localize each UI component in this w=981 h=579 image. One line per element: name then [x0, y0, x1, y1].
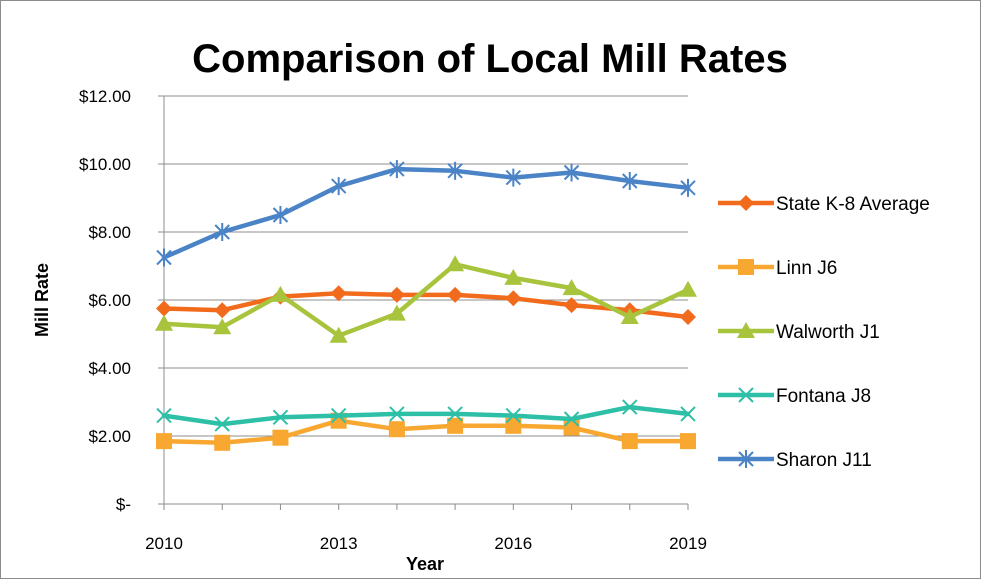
data-point-1-2 — [272, 429, 289, 446]
data-point-1-0 — [156, 433, 172, 450]
y-tick-label-0: $- — [116, 495, 131, 514]
x-tick-labels: 2010 2013 2016 2019 — [145, 534, 707, 553]
legend-entry-4: Sharon J11 — [718, 450, 872, 471]
y-tick-label-2: $4.00 — [88, 359, 131, 378]
data-point-3-7 — [563, 411, 580, 427]
series-2 — [155, 255, 697, 343]
data-point-2-2 — [271, 285, 290, 302]
data-point-1-5 — [447, 417, 464, 434]
data-point-1-6 — [505, 417, 522, 434]
data-point-0-5 — [447, 286, 464, 303]
series-line-0 — [161, 290, 691, 320]
y-tick-labels: $- $2.00 $4.00 $6.00 $8.00 $10.00 $12.00 — [79, 87, 131, 514]
data-point-0-1 — [214, 302, 231, 319]
data-point-4-6 — [505, 168, 522, 187]
data-point-0-9 — [680, 309, 696, 325]
y-tick-label-3: $6.00 — [88, 291, 131, 310]
legend-marker-2 — [737, 322, 755, 338]
legend-entry-2: Walworth J1 — [718, 322, 880, 343]
x-tick-label-3: 2019 — [669, 534, 707, 553]
x-axis-title: Year — [406, 554, 444, 574]
y-tick-label-5: $10.00 — [79, 155, 131, 174]
data-point-3-0 — [156, 407, 172, 424]
legend-label-1: Linn J6 — [776, 258, 837, 279]
data-point-2-1 — [213, 318, 232, 335]
x-tick-label-1: 2013 — [320, 534, 358, 553]
data-point-1-1 — [214, 434, 231, 451]
data-point-3-3 — [330, 407, 347, 424]
legend-marker-1 — [738, 259, 754, 275]
data-point-1-9 — [680, 433, 696, 450]
x-tick-label-0: 2010 — [145, 534, 183, 553]
data-point-4-7 — [563, 163, 580, 182]
data-point-3-2 — [272, 409, 289, 426]
data-point-2-3 — [329, 326, 348, 343]
data-point-2-7 — [562, 279, 581, 296]
legend-entry-3: Fontana J8 — [718, 386, 871, 407]
series-1 — [156, 412, 696, 451]
data-point-0-6 — [505, 290, 522, 307]
data-point-2-8 — [620, 308, 639, 324]
series-line-3 — [161, 404, 691, 427]
data-point-0-0 — [156, 300, 172, 317]
series-4 — [156, 160, 696, 267]
y-tick-label-1: $2.00 — [88, 427, 131, 446]
legend-label-3: Fontana J8 — [776, 386, 871, 407]
legend: State K-8 Average Linn J6 Walworth J1 Fonta… — [718, 194, 930, 471]
data-point-4-1 — [214, 223, 230, 241]
data-point-4-0 — [156, 248, 172, 267]
legend-label-2: Walworth J1 — [776, 322, 880, 343]
data-point-4-3 — [330, 177, 347, 196]
data-point-3-1 — [214, 416, 230, 432]
data-point-2-0 — [155, 314, 173, 331]
data-point-0-7 — [563, 297, 580, 314]
data-point-4-9 — [680, 178, 696, 197]
series-line-1 — [161, 418, 691, 446]
gridlines — [164, 95, 688, 437]
data-point-3-6 — [505, 407, 522, 424]
legend-marker-3 — [738, 387, 754, 403]
legend-label-4: Sharon J11 — [776, 450, 872, 471]
y-axis-title: Mill Rate — [32, 263, 52, 337]
data-point-2-6 — [504, 268, 523, 285]
data-point-0-4 — [388, 286, 405, 303]
data-point-3-5 — [447, 406, 463, 422]
y-tick-label-4: $8.00 — [88, 223, 131, 242]
series-line-2 — [161, 262, 691, 338]
y-tick-label-6: $12.00 — [79, 87, 131, 106]
legend-label-0: State K-8 Average — [776, 194, 930, 215]
data-point-2-5 — [446, 255, 465, 272]
legend-marker-4 — [738, 450, 754, 468]
series-group — [155, 160, 697, 451]
data-point-0-3 — [330, 285, 347, 302]
data-point-3-9 — [680, 406, 696, 422]
data-point-4-5 — [447, 161, 463, 180]
data-point-1-8 — [621, 433, 638, 450]
x-tick-label-2: 2016 — [494, 534, 532, 553]
data-point-1-7 — [563, 419, 580, 436]
axes — [158, 95, 689, 510]
chart-title: Comparison of Local Mill Rates — [192, 37, 788, 81]
legend-entry-0: State K-8 Average — [718, 194, 930, 215]
data-point-4-2 — [272, 206, 289, 224]
legend-entry-1: Linn J6 — [718, 258, 837, 279]
series-line-4 — [161, 166, 691, 260]
legend-marker-0 — [738, 195, 754, 211]
data-point-3-8 — [622, 399, 638, 415]
data-point-1-4 — [388, 421, 405, 438]
data-point-4-8 — [622, 172, 638, 190]
data-point-2-4 — [387, 304, 406, 321]
data-point-3-4 — [389, 406, 405, 422]
data-point-4-4 — [389, 160, 405, 179]
data-point-2-9 — [679, 280, 697, 297]
series-3 — [156, 399, 696, 432]
